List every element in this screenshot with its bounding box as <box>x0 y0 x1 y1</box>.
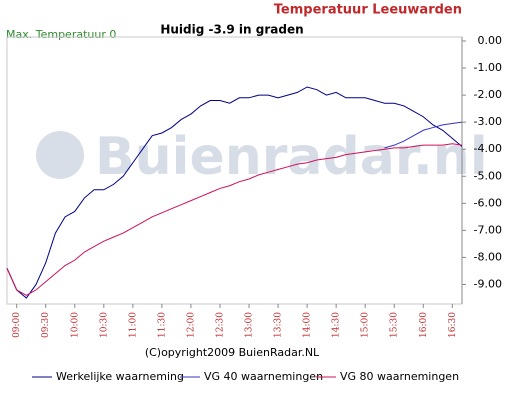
x-tick-label: 11:00 <box>128 312 138 338</box>
legend-label: Werkelijke waarneming <box>56 370 184 383</box>
annotation: Max. Temperatuur 0 <box>6 28 116 41</box>
x-tick-label: 10:30 <box>99 312 109 338</box>
y-tick-label: -2.00 <box>474 88 502 101</box>
y-tick-label: -6.00 <box>474 196 502 209</box>
x-tick-label: 15:30 <box>390 312 400 338</box>
copyright: (C)opyright2009 BuienRadar.NL <box>145 346 320 359</box>
x-tick-label: 11:30 <box>157 312 167 338</box>
x-tick-label: 14:30 <box>332 312 342 338</box>
x-tick-label: 12:30 <box>215 312 225 338</box>
x-tick-label: 15:00 <box>361 312 371 338</box>
legend-label: VG 80 waarnemingen <box>340 370 459 383</box>
watermark: Buienradar.nl <box>95 127 488 187</box>
y-tick-label: -8.00 <box>474 250 502 263</box>
y-tick-label: 0.00 <box>478 34 503 47</box>
x-tick-label: 13:30 <box>274 312 284 338</box>
y-tick-label: -4.00 <box>474 142 502 155</box>
x-tick-label: 14:00 <box>303 312 313 338</box>
x-tick-label: 09:00 <box>12 312 22 338</box>
series-line <box>6 86 463 299</box>
chart-subtitle: Huidig -3.9 in graden <box>160 23 303 37</box>
chart-title: Temperatuur Leeuwarden <box>274 3 462 18</box>
y-tick-label: -7.00 <box>474 223 502 236</box>
x-tick-label: 13:00 <box>245 312 255 338</box>
series-line <box>6 143 463 296</box>
x-tick-label: 16:00 <box>419 312 429 338</box>
y-tick-label: -9.00 <box>474 277 502 290</box>
watermark-logo <box>36 131 84 179</box>
series-line <box>384 121 463 149</box>
x-tick-label: 12:00 <box>186 312 196 338</box>
legend-label: VG 40 waarnemingen <box>204 370 323 383</box>
y-tick-label: -1.00 <box>474 61 502 74</box>
y-tick-label: -3.00 <box>474 115 502 128</box>
x-tick-label: 09:30 <box>41 312 51 338</box>
y-tick-label: -5.00 <box>474 169 502 182</box>
x-tick-label: 16:30 <box>448 312 458 338</box>
x-tick-label: 10:00 <box>70 312 80 338</box>
